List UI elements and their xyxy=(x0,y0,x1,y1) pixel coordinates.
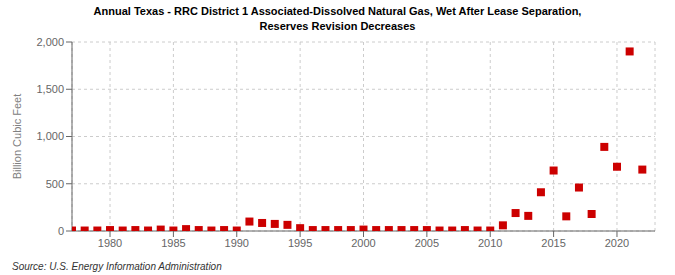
svg-text:2020: 2020 xyxy=(605,237,629,249)
svg-text:Billion Cubic Feet: Billion Cubic Feet xyxy=(11,94,23,180)
svg-text:2005: 2005 xyxy=(415,237,439,249)
svg-text:2,000: 2,000 xyxy=(36,36,64,48)
svg-text:1985: 1985 xyxy=(161,237,185,249)
svg-text:2010: 2010 xyxy=(478,237,502,249)
svg-text:1990: 1990 xyxy=(225,237,249,249)
svg-text:2000: 2000 xyxy=(351,237,375,249)
svg-text:2015: 2015 xyxy=(541,237,565,249)
svg-text:1,000: 1,000 xyxy=(36,130,64,142)
html-text:Reserves Revision Decreases: Reserves Revision Decreases xyxy=(259,20,416,32)
svg-text:1995: 1995 xyxy=(288,237,312,249)
svg-text:1980: 1980 xyxy=(98,237,122,249)
html-text:Annual Texas - RRC District 1: Annual Texas - RRC District 1 Associated… xyxy=(93,5,582,17)
svg-text:1,500: 1,500 xyxy=(36,83,64,95)
svg-text:0: 0 xyxy=(58,225,64,237)
html-text:Source: U.S. Energy Informatio: Source: U.S. Energy Information Administ… xyxy=(12,261,222,272)
svg-text:500: 500 xyxy=(46,178,64,190)
